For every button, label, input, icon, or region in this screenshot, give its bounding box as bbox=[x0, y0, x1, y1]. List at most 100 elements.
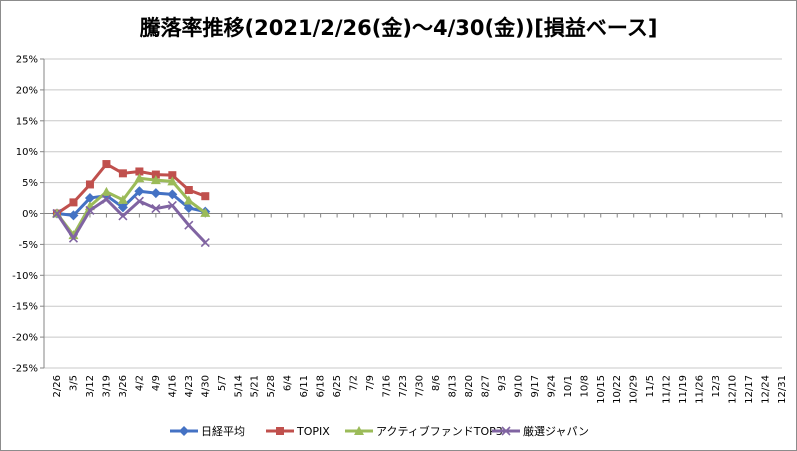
x-tick-label: 12/24 bbox=[761, 375, 772, 404]
x-tick-label: 5/7 bbox=[217, 375, 228, 391]
y-tick-label: 20% bbox=[16, 85, 38, 96]
marker-square bbox=[276, 427, 284, 435]
data-point bbox=[84, 193, 95, 204]
data-point bbox=[68, 210, 79, 221]
x-tick-label: 12/31 bbox=[777, 375, 788, 404]
x-tick-label: 7/2 bbox=[349, 375, 360, 391]
series-line bbox=[55, 176, 207, 237]
x-tick-label: 9/24 bbox=[546, 375, 557, 397]
y-tick-label: -20% bbox=[12, 333, 38, 344]
x-tick-label: 6/11 bbox=[299, 375, 310, 397]
legend-item: 厳選ジャパン bbox=[492, 424, 589, 438]
legend-label: 厳選ジャパン bbox=[523, 424, 589, 438]
y-tick-label: 25% bbox=[16, 55, 38, 66]
series-2 bbox=[52, 173, 211, 240]
x-tick-label: 12/3 bbox=[711, 375, 722, 397]
marker-triangle bbox=[354, 426, 364, 435]
x-tick-label: 6/4 bbox=[283, 375, 294, 391]
series-line bbox=[56, 162, 206, 215]
data-point bbox=[117, 194, 128, 204]
y-tick-labels: 25% 20% 15% 10% 5% 0% -5% -10% -15% -20% -25% bbox=[12, 55, 38, 375]
data-point bbox=[85, 205, 95, 215]
data-point bbox=[134, 186, 145, 197]
x-tick-label: 7/30 bbox=[415, 375, 426, 397]
x-tick-label: 10/8 bbox=[579, 375, 590, 397]
x-tick-label: 3/5 bbox=[68, 375, 79, 391]
y-tick-label: 5% bbox=[22, 178, 38, 189]
data-point bbox=[167, 176, 178, 186]
x-tick-label: 10/15 bbox=[596, 375, 607, 404]
y-tick-label: -5% bbox=[19, 240, 38, 251]
x-tick-label: 3/26 bbox=[118, 375, 129, 397]
x-tick-label: 4/23 bbox=[184, 375, 195, 397]
data-point bbox=[102, 160, 111, 169]
data-point bbox=[52, 208, 62, 219]
data-point bbox=[151, 170, 160, 179]
x-tick-label: 5/28 bbox=[266, 375, 277, 397]
data-point bbox=[150, 175, 161, 185]
data-point bbox=[118, 169, 127, 178]
x-tick-label: 4/30 bbox=[200, 375, 211, 397]
y-tick-label: -15% bbox=[12, 302, 38, 313]
x-tick-label: 4/9 bbox=[151, 375, 162, 391]
x-tick-label: 6/18 bbox=[316, 375, 327, 397]
x-tick-labels: 2/26 3/5 3/12 3/19 3/26 4/2 4/9 4/16 4/23 4/30 5/7… bbox=[52, 375, 788, 404]
data-point bbox=[117, 202, 128, 213]
data-point bbox=[167, 189, 178, 200]
axes bbox=[40, 58, 783, 369]
series-line bbox=[56, 189, 206, 217]
data-point bbox=[135, 167, 144, 176]
y-tick-label: 10% bbox=[16, 147, 38, 158]
legend-item: アクティブファンドTOP3 bbox=[345, 424, 503, 438]
legend-label: 日経平均 bbox=[201, 425, 245, 438]
x-tick-label: 11/26 bbox=[695, 375, 706, 404]
x-tick-label: 6/25 bbox=[332, 375, 343, 397]
data-point bbox=[101, 186, 112, 196]
x-tick-label: 3/19 bbox=[101, 375, 112, 397]
data-point bbox=[118, 211, 128, 221]
x-tick-label: 8/6 bbox=[431, 375, 442, 391]
x-tick-label: 8/27 bbox=[480, 375, 491, 397]
data-point bbox=[183, 195, 194, 205]
data-point bbox=[134, 173, 145, 183]
x-tick-label: 3/12 bbox=[85, 375, 96, 397]
x-tick-label: 7/23 bbox=[398, 375, 409, 397]
data-point bbox=[168, 171, 177, 180]
x-tick-label: 2/26 bbox=[52, 375, 63, 397]
marker-diamond bbox=[179, 426, 189, 436]
data-point bbox=[85, 180, 94, 189]
x-tick-label: 8/20 bbox=[464, 375, 475, 397]
legend-label: アクティブファンドTOP3 bbox=[376, 424, 503, 438]
x-tick-label: 10/29 bbox=[629, 375, 640, 404]
data-point bbox=[101, 194, 111, 204]
data-point bbox=[184, 186, 193, 195]
x-tick-label: 5/14 bbox=[233, 375, 244, 397]
y-tick-label: 15% bbox=[16, 116, 38, 127]
data-point bbox=[68, 233, 79, 243]
x-tick-label: 11/12 bbox=[662, 375, 673, 404]
x-tick-label: 10/22 bbox=[612, 375, 623, 404]
data-point bbox=[69, 198, 78, 207]
x-tick-label: 9/3 bbox=[497, 375, 508, 391]
x-tick-label: 11/5 bbox=[645, 375, 656, 397]
x-tick-label: 9/17 bbox=[530, 375, 541, 397]
data-point bbox=[150, 188, 161, 199]
x-tick-label: 12/10 bbox=[728, 375, 739, 404]
data-point bbox=[183, 202, 194, 213]
data-point bbox=[184, 220, 194, 230]
x-tick-label: 7/16 bbox=[382, 375, 393, 397]
x-tick-label: 9/10 bbox=[513, 375, 524, 397]
series-line bbox=[55, 197, 207, 244]
x-tick-label: 10/1 bbox=[563, 375, 574, 397]
x-tick-label: 5/21 bbox=[250, 375, 261, 397]
x-tick-label: 4/16 bbox=[167, 375, 178, 397]
data-point bbox=[201, 192, 210, 201]
y-tick-label: -25% bbox=[12, 364, 38, 375]
legend-label: TOPIX bbox=[296, 425, 330, 438]
series-group bbox=[52, 160, 211, 248]
data-point bbox=[167, 200, 177, 211]
data-point bbox=[200, 207, 211, 217]
data-point bbox=[134, 196, 144, 206]
